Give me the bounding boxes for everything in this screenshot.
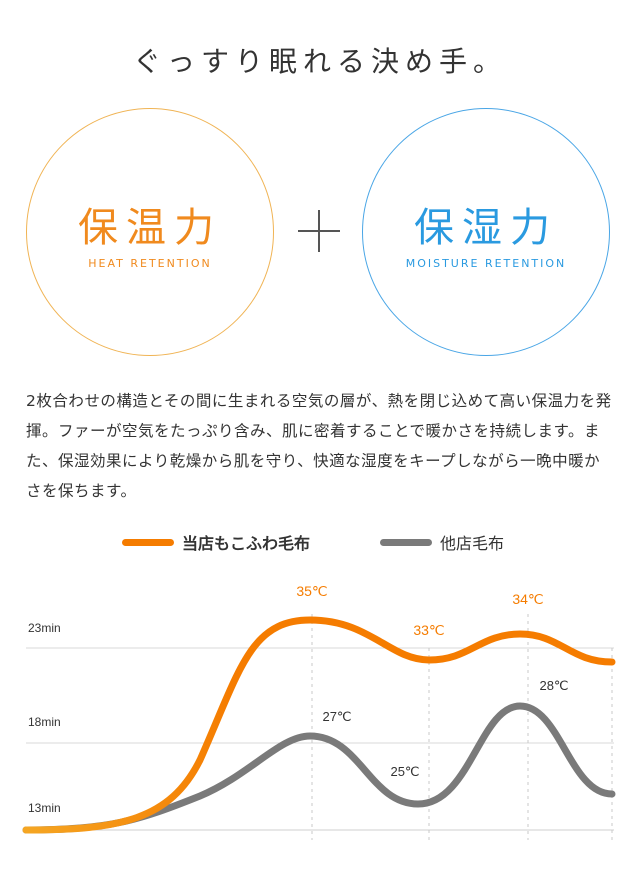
data-label: 28℃ xyxy=(539,678,568,693)
heat-retention-sub: HEAT RETENTION xyxy=(88,257,212,270)
chart-legend: 当店もこふわ毛布 他店毛布 xyxy=(0,530,640,560)
legend-item-other: 他店毛布 xyxy=(380,530,504,554)
data-label: 27℃ xyxy=(322,709,351,724)
heat-retention-label: 保温力 xyxy=(78,205,222,251)
y-tick-label: 13min xyxy=(28,801,61,815)
description-text: 2枚合わせの構造とその間に生まれる空気の層が、熱を閉じ込めて高い保温力を発揮。フ… xyxy=(26,392,612,500)
moisture-retention-label: 保湿力 xyxy=(414,205,558,251)
plus-icon xyxy=(298,210,340,252)
y-tick-label: 23min xyxy=(28,621,61,635)
data-label: 34℃ xyxy=(512,591,543,607)
page-title: ぐっすり眠れる決め手。 xyxy=(132,45,507,78)
heat-retention-circle: 保温力 HEAT RETENTION xyxy=(26,108,274,356)
peak-labels-other: 27℃ 25℃ 28℃ xyxy=(322,678,568,779)
temperature-chart: 23min 18min 13min 35℃ 33℃ 34℃ 27℃ 25℃ 28… xyxy=(22,583,616,840)
y-axis-labels: 23min 18min 13min xyxy=(28,621,61,815)
legend-item-ours: 当店もこふわ毛布 xyxy=(122,530,310,554)
peak-labels-ours: 35℃ 33℃ 34℃ xyxy=(296,583,543,638)
moisture-retention-sub: MOISTURE RETENTION xyxy=(405,257,567,270)
legend-label-other: 他店毛布 xyxy=(440,534,505,553)
series-line-other xyxy=(22,702,616,834)
grid-lines xyxy=(26,614,614,840)
legend-label-ours: 当店もこふわ毛布 xyxy=(182,534,311,553)
data-label: 33℃ xyxy=(413,622,444,638)
data-label: 35℃ xyxy=(296,583,327,599)
data-label: 25℃ xyxy=(390,764,419,779)
legend-swatch-other xyxy=(380,538,432,546)
series-line-ours xyxy=(22,616,616,834)
legend-swatch-ours xyxy=(122,538,174,546)
y-tick-label: 18min xyxy=(28,715,61,729)
moisture-retention-circle: 保湿力 MOISTURE RETENTION xyxy=(362,108,610,356)
